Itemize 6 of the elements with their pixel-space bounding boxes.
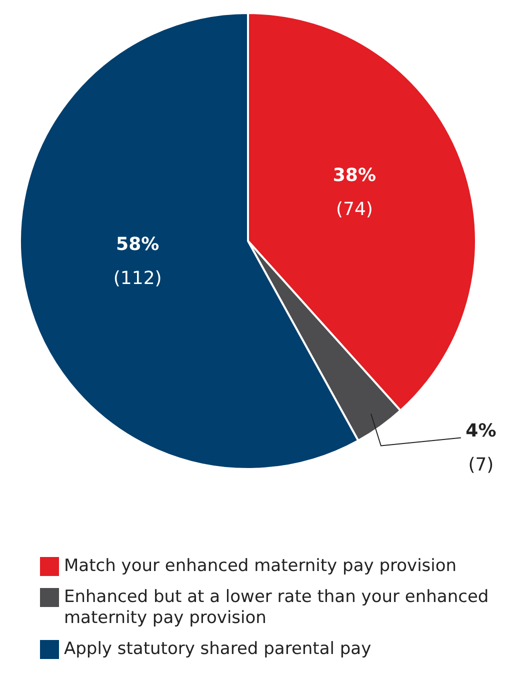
- legend-label: Enhanced but at a lower rate than your enhanced maternity pay provision: [64, 587, 490, 629]
- data-label: 4% (7): [466, 420, 496, 476]
- legend-label: Apply statutory shared parental pay: [64, 639, 372, 660]
- data-label: 58% (112): [113, 234, 162, 290]
- legend-label: Match your enhanced maternity pay provision: [64, 556, 457, 577]
- data-label: 38% (74): [332, 164, 376, 220]
